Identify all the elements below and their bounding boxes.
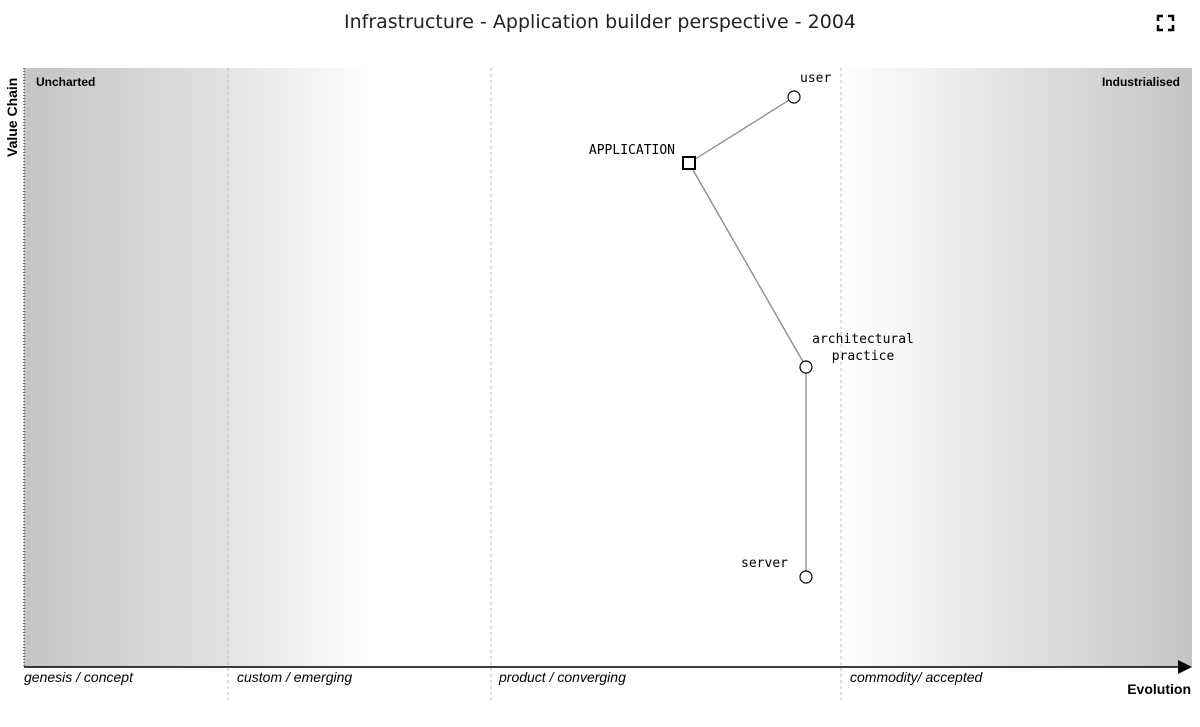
x-axis-label: Evolution bbox=[1127, 681, 1191, 697]
node-label: APPLICATION bbox=[589, 143, 675, 158]
node-label: user bbox=[800, 71, 831, 86]
industrialised-shade bbox=[841, 68, 1192, 667]
link bbox=[688, 162, 807, 368]
node bbox=[799, 360, 813, 374]
nodes: user APPLICATION architectural practice serv… bbox=[589, 71, 914, 584]
stage-label: custom / emerging bbox=[237, 669, 352, 685]
x-axis-arrow bbox=[1178, 660, 1192, 674]
node bbox=[682, 156, 696, 170]
node-label: server bbox=[741, 556, 788, 571]
fullscreen-button[interactable] bbox=[1156, 14, 1175, 32]
title: Infrastructure - Application builder per… bbox=[344, 11, 856, 33]
fullscreen-icon[interactable] bbox=[1156, 14, 1175, 32]
node bbox=[787, 90, 801, 104]
node-label: architectural bbox=[812, 332, 914, 347]
links bbox=[688, 96, 807, 577]
region-label: Uncharted bbox=[36, 75, 95, 89]
node bbox=[799, 570, 813, 584]
node-label: practice bbox=[832, 349, 895, 364]
stage-label: product / converging bbox=[498, 669, 626, 685]
stage-label: commodity/ accepted bbox=[850, 669, 983, 685]
link bbox=[688, 96, 795, 164]
region-label: Industrialised bbox=[1102, 75, 1180, 89]
uncharted-shade bbox=[24, 68, 228, 667]
uncharted-fade bbox=[228, 68, 373, 667]
stage-label: genesis / concept bbox=[24, 669, 134, 685]
y-axis-label: Value Chain bbox=[4, 78, 20, 157]
